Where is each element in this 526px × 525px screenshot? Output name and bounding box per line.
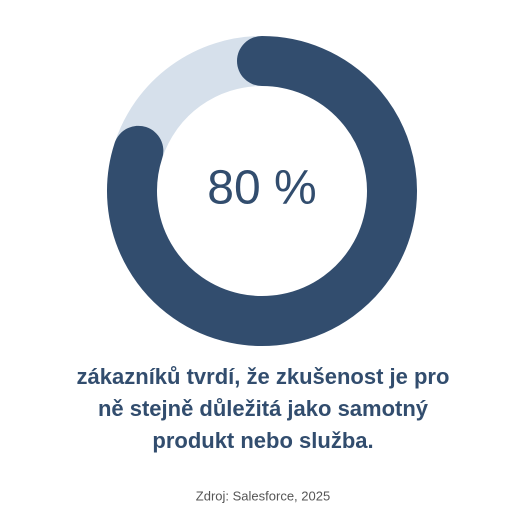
- center-value-label: 80 %: [207, 162, 316, 215]
- caption-line: zákazníků tvrdí, že zkušenost je pro: [77, 364, 450, 389]
- caption-line: produkt nebo služba.: [152, 428, 373, 453]
- caption: zákazníků tvrdí, že zkušenost je pro ně s…: [77, 364, 450, 453]
- source: Zdroj: Salesforce, 2025: [196, 488, 330, 503]
- caption-line: ně stejně důležitá jako samotný: [98, 396, 429, 421]
- donut-segment: [107, 36, 417, 346]
